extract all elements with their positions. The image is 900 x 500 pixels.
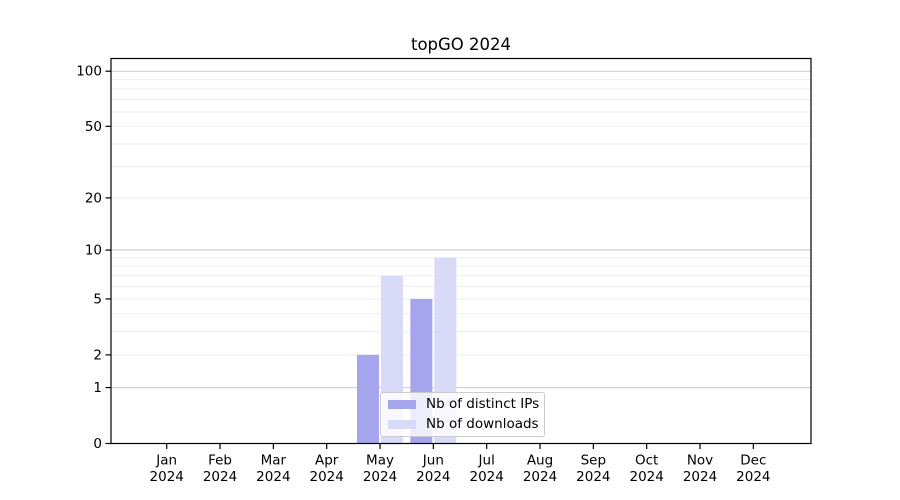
x-tick-label-Jan: Jan 2024	[150, 453, 184, 486]
x-tick-label-Nov: Nov 2024	[683, 453, 717, 486]
y-tick-label-5: 5	[93, 291, 102, 307]
y-tick-label-20: 20	[85, 190, 102, 206]
x-tick-label-Jul: Jul 2024	[470, 453, 504, 486]
x-tick-label-Aug: Aug 2024	[523, 453, 557, 486]
x-tick-label-Mar: Mar 2024	[256, 453, 290, 486]
plot-frame	[110, 57, 812, 445]
legend-item-distinct-ips: Nb of distinct IPs	[388, 396, 540, 413]
legend-swatch-downloads	[388, 420, 416, 429]
major-gridlines	[111, 70, 811, 389]
x-tick-label-Feb: Feb 2024	[203, 453, 237, 486]
y-tick-label-10: 10	[85, 243, 102, 259]
minor-gridlines	[111, 79, 811, 356]
y-tick-label-2: 2	[93, 347, 102, 363]
y-tick-label-0: 0	[93, 436, 102, 452]
x-tick-label-Apr: Apr 2024	[310, 453, 344, 486]
legend-swatch-distinct-ips	[388, 400, 416, 409]
chart-title: topGO 2024	[410, 35, 512, 54]
legend-label-distinct-ips: Nb of distinct IPs	[426, 396, 540, 412]
x-tick-label-Dec: Dec 2024	[736, 453, 770, 486]
x-axis: Jan 2024 Feb 2024 Mar 2024 Apr 2024 May 2024 Jun 20…	[150, 443, 771, 486]
x-tick-label-Jun: Jun 2024	[416, 453, 450, 486]
y-tick-label-1: 1	[93, 380, 102, 396]
y-tick-label-50: 50	[85, 119, 102, 135]
y-tick-label-100: 100	[76, 64, 102, 80]
x-tick-label-Oct: Oct 2024	[629, 453, 663, 486]
legend-item-downloads: Nb of downloads	[388, 416, 539, 433]
y-axis: 0 1 2 5 10 20 50 100	[76, 64, 111, 452]
bar-ips-May	[357, 354, 380, 444]
legend-label-downloads: Nb of downloads	[426, 416, 539, 432]
x-tick-label-May: May 2024	[363, 453, 397, 486]
legend: Nb of distinct IPs Nb of downloads	[380, 392, 545, 437]
x-tick-label-Sep: Sep 2024	[576, 453, 610, 486]
